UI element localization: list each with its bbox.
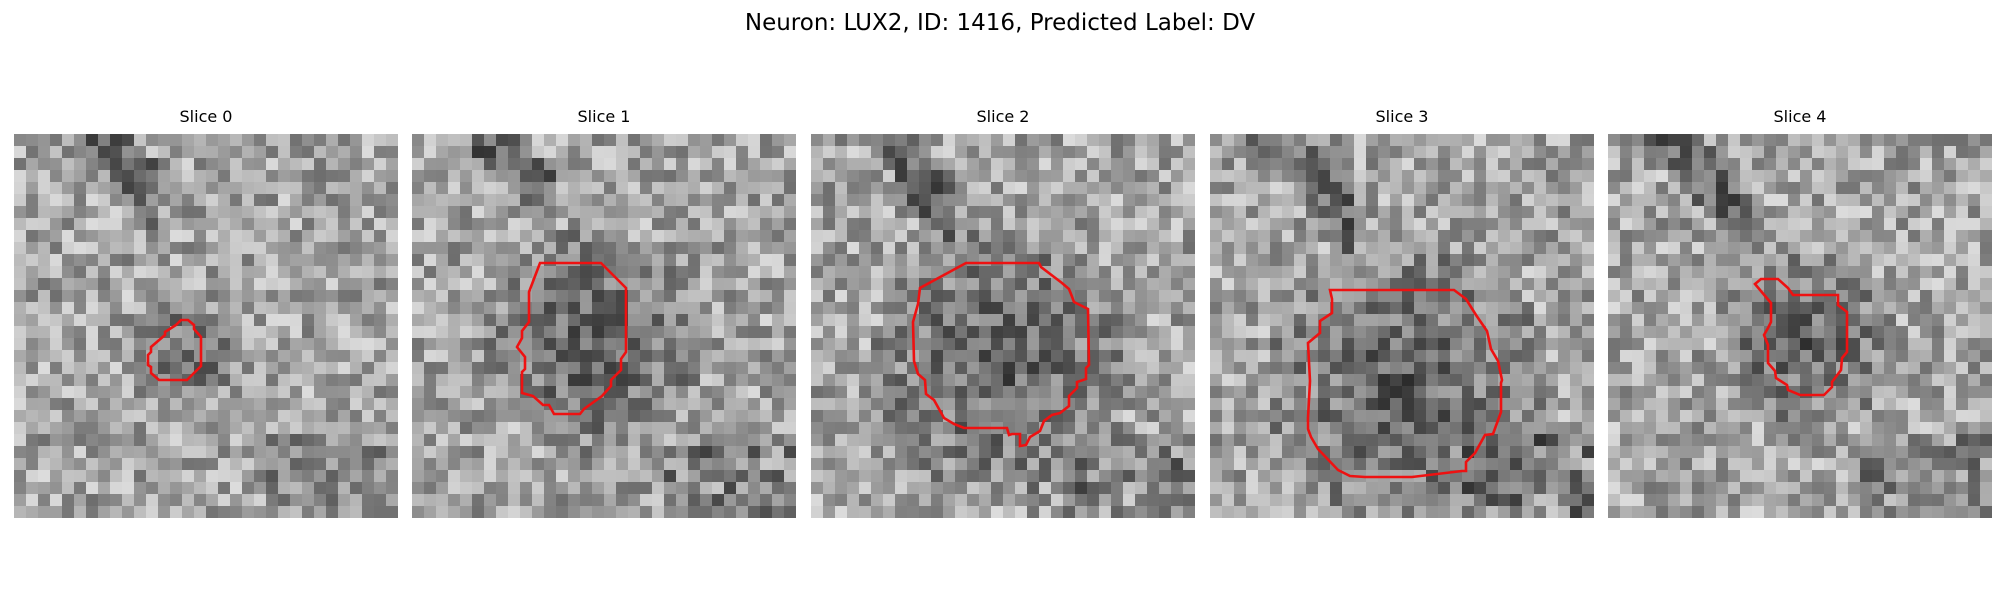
- slice-image-3: [1210, 134, 1594, 518]
- slice-title-4: Slice 4: [1773, 107, 1827, 126]
- figure-title: Neuron: LUX2, ID: 1416, Predicted Label:…: [744, 10, 1256, 36]
- slice-panel-1: Slice 1: [412, 106, 796, 522]
- slice-panel-2: Slice 2: [811, 106, 1195, 522]
- slice-image-0: [14, 134, 398, 518]
- roi-contour-3: [1306, 288, 1504, 479]
- slice-panel-0: Slice 0: [14, 106, 398, 522]
- roi-contour-2: [911, 261, 1091, 448]
- slice-image-1: [412, 134, 796, 518]
- slice-title-2: Slice 2: [976, 107, 1030, 126]
- slice-image-4: [1608, 134, 1992, 518]
- roi-contour-0: [146, 318, 203, 382]
- slice-panels: Slice 0 Slice 1 Slice 2 Slice 3 Slice 4: [14, 106, 1992, 526]
- slice-title-0: Slice 0: [179, 107, 233, 126]
- roi-contour-1: [515, 261, 628, 416]
- slice-title-1: Slice 1: [577, 107, 631, 126]
- roi-contour-4: [1753, 277, 1849, 397]
- slice-image-2: [811, 134, 1195, 518]
- slice-title-3: Slice 3: [1375, 107, 1429, 126]
- slice-panel-4: Slice 4: [1608, 106, 1992, 522]
- slice-panel-3: Slice 3: [1210, 106, 1594, 522]
